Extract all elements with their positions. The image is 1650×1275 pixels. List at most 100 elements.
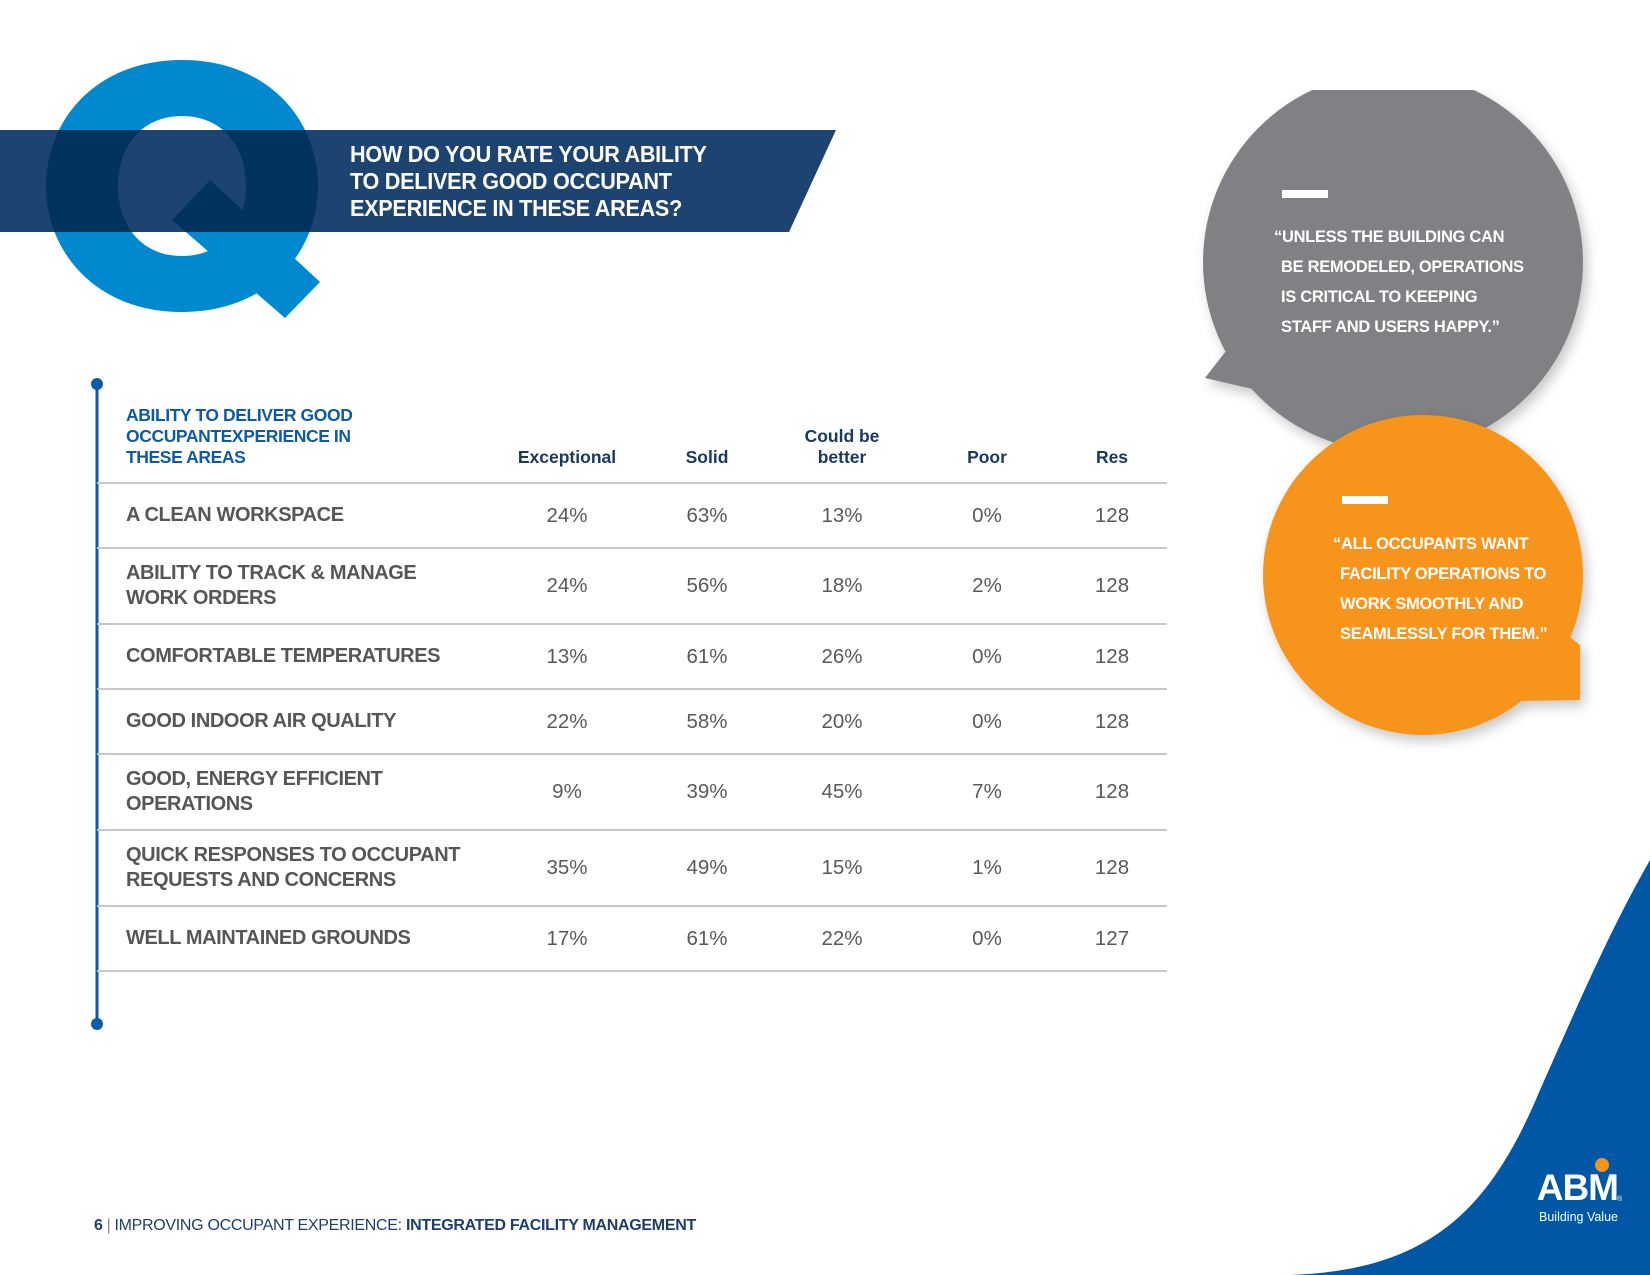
- cell-solid: 63%: [647, 482, 767, 548]
- cell-solid: 58%: [647, 688, 767, 754]
- cell-could-be-better: 22%: [767, 905, 917, 972]
- ratings-table-container: ABILITY TO DELIVER GOOD OCCUPANTEXPERIEN…: [97, 405, 1167, 972]
- cell-res: 128: [1057, 623, 1167, 689]
- row-area-label: GOOD INDOOR AIR QUALITY: [97, 688, 487, 754]
- column-header-exceptional: Exceptional: [487, 405, 647, 483]
- cell-res: 128: [1057, 753, 1167, 830]
- table-row: COMFORTABLE TEMPERATURES 13% 61% 26% 0% 128: [97, 623, 1167, 689]
- cell-res: 128: [1057, 829, 1167, 906]
- cell-could-be-better: 20%: [767, 688, 917, 754]
- table-row: WELL MAINTAINED GROUNDS 17% 61% 22% 0% 127: [97, 905, 1167, 972]
- cell-poor: 0%: [917, 623, 1057, 689]
- table-row: GOOD, ENERGY EFFICIENT OPERATIONS 9% 39% 45%…: [97, 753, 1167, 830]
- row-area-label: A CLEAN WORKSPACE: [97, 482, 487, 548]
- timeline-end-dot: [91, 1018, 103, 1030]
- corner-swoosh: [1290, 860, 1650, 1275]
- column-header-poor: Poor: [917, 405, 1057, 483]
- cell-res: 128: [1057, 547, 1167, 624]
- cell-poor: 0%: [917, 482, 1057, 548]
- cell-res: 127: [1057, 905, 1167, 972]
- row-area-label: COMFORTABLE TEMPERATURES: [97, 623, 487, 689]
- row-area-label: GOOD, ENERGY EFFICIENT OPERATIONS: [97, 753, 487, 830]
- row-area-label: ABILITY TO TRACK & MANAGE WORK ORDERS: [97, 547, 487, 624]
- area-label-line: WORK ORDERS: [126, 587, 277, 609]
- cell-poor: 7%: [917, 753, 1057, 830]
- quote-line: IS CRITICAL TO KEEPING: [1281, 288, 1478, 306]
- header-line: ABILITY TO DELIVER GOOD: [126, 405, 353, 425]
- header-line: Exceptional: [517, 447, 617, 467]
- cell-exceptional: 13%: [487, 623, 647, 689]
- quote-line: STAFF AND USERS HAPPY.”: [1281, 318, 1500, 336]
- area-label-line: QUICK RESPONSES TO OCCUPANT: [126, 844, 461, 866]
- cell-res: 128: [1057, 482, 1167, 548]
- area-label-line: A CLEAN WORKSPACE: [126, 504, 344, 526]
- cell-poor: 0%: [917, 905, 1057, 972]
- page-footer: 6 | IMPROVING OCCUPANT EXPERIENCE: INTEGRA…: [94, 1217, 696, 1235]
- logo-tagline: Building Value: [1539, 1210, 1618, 1224]
- cell-exceptional: 9%: [487, 753, 647, 830]
- logo-orange-dot-icon: [1595, 1158, 1609, 1172]
- cell-solid: 61%: [647, 623, 767, 689]
- area-label-line: REQUESTS AND CONCERNS: [126, 869, 396, 891]
- cell-exceptional: 22%: [487, 688, 647, 754]
- cell-poor: 0%: [917, 688, 1057, 754]
- footer-separator: |: [106, 1217, 111, 1234]
- column-header-res: Res: [1057, 405, 1167, 483]
- question-title: HOW DO YOU RATE YOUR ABILITY TO DELIVER …: [350, 141, 736, 222]
- cell-solid: 49%: [647, 829, 767, 906]
- area-label-line: ABILITY TO TRACK & MANAGE: [126, 562, 417, 584]
- gray-quote-dash: [1282, 190, 1328, 198]
- area-label-line: GOOD, ENERGY EFFICIENT: [126, 768, 383, 790]
- column-header-area: ABILITY TO DELIVER GOOD OCCUPANTEXPERIEN…: [97, 405, 487, 483]
- cell-could-be-better: 26%: [767, 623, 917, 689]
- area-label-line: OPERATIONS: [126, 793, 253, 815]
- cell-poor: 2%: [917, 547, 1057, 624]
- cell-could-be-better: 13%: [767, 482, 917, 548]
- header-line: Could be: [804, 426, 880, 446]
- logo-registered-mark: ®: [1617, 1196, 1623, 1203]
- cell-exceptional: 24%: [487, 482, 647, 548]
- row-area-label: WELL MAINTAINED GROUNDS: [97, 905, 487, 972]
- cell-could-be-better: 18%: [767, 547, 917, 624]
- cell-solid: 61%: [647, 905, 767, 972]
- column-header-could-be-better: Could be better: [767, 405, 917, 483]
- footer-title-regular: IMPROVING OCCUPANT EXPERIENCE:: [114, 1217, 406, 1234]
- quote-line: WORK SMOOTHLY AND: [1340, 595, 1524, 613]
- header-line: Res: [1095, 447, 1129, 467]
- header-line: THESE AREAS: [126, 447, 246, 467]
- header-line: better: [817, 447, 867, 467]
- orange-quote-bubble: [1263, 415, 1583, 735]
- logo-wordmark: ABM: [1536, 1167, 1619, 1208]
- column-header-solid: Solid: [647, 405, 767, 483]
- table-row: ABILITY TO TRACK & MANAGE WORK ORDERS 24% 5…: [97, 547, 1167, 624]
- ratings-table: ABILITY TO DELIVER GOOD OCCUPANTEXPERIEN…: [97, 405, 1167, 972]
- gray-quote-text: “UNLESS THE BUILDING CAN BE REMODELED, O…: [1274, 222, 1524, 342]
- header-line: Solid: [685, 447, 729, 467]
- orange-quote-dash: [1342, 496, 1388, 504]
- abm-logo[interactable]: ABM ® Building Value: [1500, 1158, 1630, 1224]
- cell-exceptional: 17%: [487, 905, 647, 972]
- cell-exceptional: 24%: [487, 547, 647, 624]
- quote-line: “ALL OCCUPANTS WANT: [1333, 535, 1529, 553]
- cell-solid: 39%: [647, 753, 767, 830]
- cell-poor: 1%: [917, 829, 1057, 906]
- area-label-line: COMFORTABLE TEMPERATURES: [126, 645, 441, 667]
- table-row: GOOD INDOOR AIR QUALITY 22% 58% 20% 0% 128: [97, 688, 1167, 754]
- quote-line: FACILITY OPERATIONS TO: [1340, 565, 1547, 583]
- question-line: EXPERIENCE IN THESE AREAS?: [350, 195, 683, 221]
- cell-could-be-better: 45%: [767, 753, 917, 830]
- quote-line: BE REMODELED, OPERATIONS: [1281, 258, 1524, 276]
- header-line: OCCUPANTEXPERIENCE IN: [126, 426, 351, 446]
- table-row: QUICK RESPONSES TO OCCUPANT REQUESTS AND …: [97, 829, 1167, 906]
- cell-solid: 56%: [647, 547, 767, 624]
- row-area-label: QUICK RESPONSES TO OCCUPANT REQUESTS AND …: [97, 829, 487, 906]
- question-line: TO DELIVER GOOD OCCUPANT: [350, 168, 672, 194]
- q-banner-overlap: [0, 130, 836, 232]
- header-line: Poor: [967, 447, 1007, 467]
- quote-line: SEAMLESSLY FOR THEM.”: [1340, 625, 1548, 643]
- gray-quote-bubble: [1203, 90, 1583, 452]
- table-row: A CLEAN WORKSPACE 24% 63% 13% 0% 128: [97, 482, 1167, 548]
- cell-res: 128: [1057, 688, 1167, 754]
- cell-exceptional: 35%: [487, 829, 647, 906]
- area-label-line: GOOD INDOOR AIR QUALITY: [126, 710, 397, 732]
